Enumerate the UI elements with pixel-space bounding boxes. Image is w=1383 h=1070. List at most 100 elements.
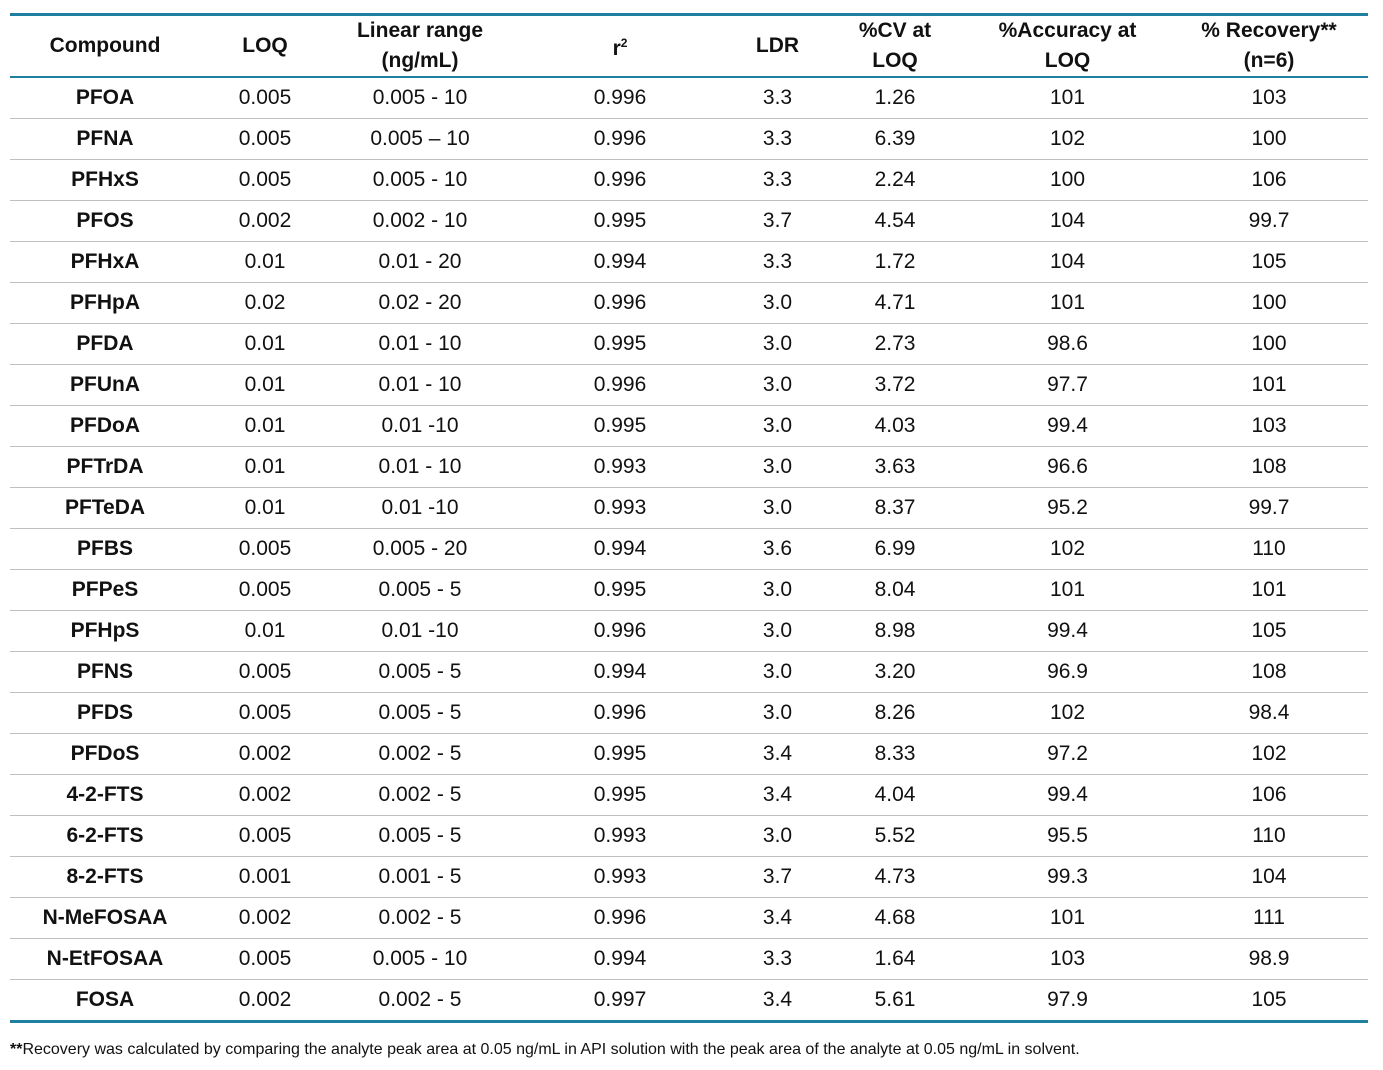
- table-cell: 105: [1251, 988, 1287, 1011]
- table-cell: 102: [1170, 733, 1368, 775]
- table-row: PFHpA 0.02 0.02 - 20 0.996 3.0 4.71 101 100: [10, 282, 1368, 324]
- table-cell: 0.002: [200, 774, 330, 816]
- table-cell: 97.2: [965, 733, 1170, 775]
- table-header: Compound LOQ Linear range (ng/mL) r2 LDR %CV a…: [10, 16, 1368, 78]
- compound-cell: PFBS: [10, 528, 200, 570]
- compound-cell: PFDoS: [10, 733, 200, 775]
- table-cell: 0.005: [200, 651, 330, 693]
- table-cell: 108: [1170, 651, 1368, 693]
- footnote-text: Recovery was calculated by comparing the…: [22, 1041, 1080, 1058]
- compound-cell: 4-2-FTS: [10, 774, 200, 816]
- table-bottom-rule: [10, 1020, 1368, 1023]
- table-cell: 1.26: [825, 77, 965, 119]
- table-cell: 0.01 - 20: [330, 241, 510, 283]
- table-cell: 4.68: [825, 897, 965, 939]
- table-cell: 110: [1170, 815, 1368, 857]
- table-cell: 0.01 -10: [330, 487, 510, 529]
- table-cell: 0.005 – 10: [330, 118, 510, 160]
- table-cell: 3.0: [730, 364, 825, 406]
- table-cell: 3.0: [730, 815, 825, 857]
- table-cell: 106: [1170, 774, 1368, 816]
- table-cell: 95.5: [965, 815, 1170, 857]
- table-cell: 104: [965, 241, 1170, 283]
- table-cell: 8.04: [825, 569, 965, 611]
- table-cell: 110: [1170, 528, 1368, 570]
- table-cell: 104: [1170, 856, 1368, 898]
- footnote: **Recovery was calculated by comparing t…: [10, 1041, 1080, 1059]
- column-header-line1: LDR: [755, 34, 800, 57]
- table-cell: 0.005 - 5: [330, 651, 510, 693]
- column-header: LOQ: [200, 16, 330, 78]
- table-cell: 0.01: [200, 323, 330, 365]
- table-cell: 0.993: [510, 487, 730, 529]
- table-cell: 99.7: [1170, 487, 1368, 529]
- column-header-line1: Linear range: [356, 19, 484, 42]
- table-row: PFDoA 0.01 0.01 -10 0.995 3.0 4.03 99.4 103: [10, 405, 1368, 447]
- table-row: PFTrDA 0.01 0.01 - 10 0.993 3.0 3.63 96.6 108: [10, 446, 1368, 488]
- table-cell: 3.72: [825, 364, 965, 406]
- table-cell: 0.002 - 5: [330, 897, 510, 939]
- compound-cell: PFHpA: [10, 282, 200, 324]
- compound-cell: PFHxA: [10, 241, 200, 283]
- table-cell: 0.002 - 5: [330, 774, 510, 816]
- table-cell: 102: [965, 692, 1170, 734]
- table-row: PFBS 0.005 0.005 - 20 0.994 3.6 6.99 102 110: [10, 528, 1368, 570]
- table-cell: 6.99: [825, 528, 965, 570]
- table-cell: 0.994: [510, 938, 730, 980]
- table-cell: 103: [1170, 405, 1368, 447]
- table-cell: 3.0: [730, 692, 825, 734]
- column-header: %CV at LOQ: [825, 16, 965, 78]
- compound-cell: PFTrDA: [10, 446, 200, 488]
- compound-cell: PFOS: [10, 200, 200, 242]
- table-row: PFOA 0.005 0.005 - 10 0.996 3.3 1.26 101 103: [10, 77, 1368, 119]
- table-cell: 5.52: [825, 815, 965, 857]
- table-cell: 4.03: [825, 405, 965, 447]
- table-row: PFHxA 0.01 0.01 - 20 0.994 3.3 1.72 104 105: [10, 241, 1368, 283]
- table-cell: 3.63: [825, 446, 965, 488]
- table-cell: 101: [1170, 364, 1368, 406]
- table-cell: 3.0: [730, 405, 825, 447]
- table-cell: 0.005: [200, 118, 330, 160]
- column-header-superscript: 2: [620, 36, 628, 50]
- table-row: PFPeS 0.005 0.005 - 5 0.995 3.0 8.04 101 101: [10, 569, 1368, 611]
- table-cell: 0.996: [510, 159, 730, 201]
- table-cell: 0.005 - 5: [330, 569, 510, 611]
- table-cell: 8.98: [825, 610, 965, 652]
- table-cell: 0.002 - 10: [330, 200, 510, 242]
- table-row: PFNA 0.005 0.005 – 10 0.996 3.3 6.39 102 100: [10, 118, 1368, 160]
- table-cell: 0.995: [510, 569, 730, 611]
- table-cell: 0.01: [200, 364, 330, 406]
- table-cell: 1.64: [825, 938, 965, 980]
- table-cell: 0.994: [510, 241, 730, 283]
- table-cell: 3.20: [825, 651, 965, 693]
- table-cell: 0.002 - 5: [330, 733, 510, 775]
- table-row: PFDA 0.01 0.01 - 10 0.995 3.0 2.73 98.6 100: [10, 323, 1368, 365]
- compound-cell: FOSA: [75, 988, 135, 1011]
- table-cell: 8.33: [825, 733, 965, 775]
- table-row: 6-2-FTS 0.005 0.005 - 5 0.993 3.0 5.52 95.5 110: [10, 815, 1368, 857]
- table-body: PFOA 0.005 0.005 - 10 0.996 3.3 1.26 101 103 PFN…: [10, 77, 1368, 1020]
- table-cell: 0.995: [510, 733, 730, 775]
- table-cell: 100: [965, 159, 1170, 201]
- table-cell: 3.0: [730, 487, 825, 529]
- table-cell: 0.995: [510, 405, 730, 447]
- table-cell: 0.01 - 10: [330, 446, 510, 488]
- column-header-line1: r: [612, 37, 621, 60]
- column-header: r2: [510, 16, 730, 78]
- table-cell: 0.005: [200, 815, 330, 857]
- table-row: N-MeFOSAA 0.002 0.002 - 5 0.996 3.4 4.68 101 11…: [10, 897, 1368, 939]
- column-header-line2: LOQ: [1044, 49, 1091, 72]
- table-row: PFDoS 0.002 0.002 - 5 0.995 3.4 8.33 97.2 102: [10, 733, 1368, 775]
- compound-cell: 6-2-FTS: [10, 815, 200, 857]
- table-cell: 0.01: [200, 610, 330, 652]
- table-cell: 0.996: [510, 364, 730, 406]
- column-header: Linear range (ng/mL): [330, 16, 510, 78]
- table-cell: 3.7: [730, 856, 825, 898]
- compound-cell: PFPeS: [10, 569, 200, 611]
- table-cell: 0.005 - 10: [330, 159, 510, 201]
- table-cell: 3.0: [730, 651, 825, 693]
- column-header-line1: % Recovery**: [1201, 19, 1337, 42]
- table-row: PFHpS 0.01 0.01 -10 0.996 3.0 8.98 99.4 105: [10, 610, 1368, 652]
- table-cell: 0.996: [510, 77, 730, 119]
- table-cell: 4.04: [825, 774, 965, 816]
